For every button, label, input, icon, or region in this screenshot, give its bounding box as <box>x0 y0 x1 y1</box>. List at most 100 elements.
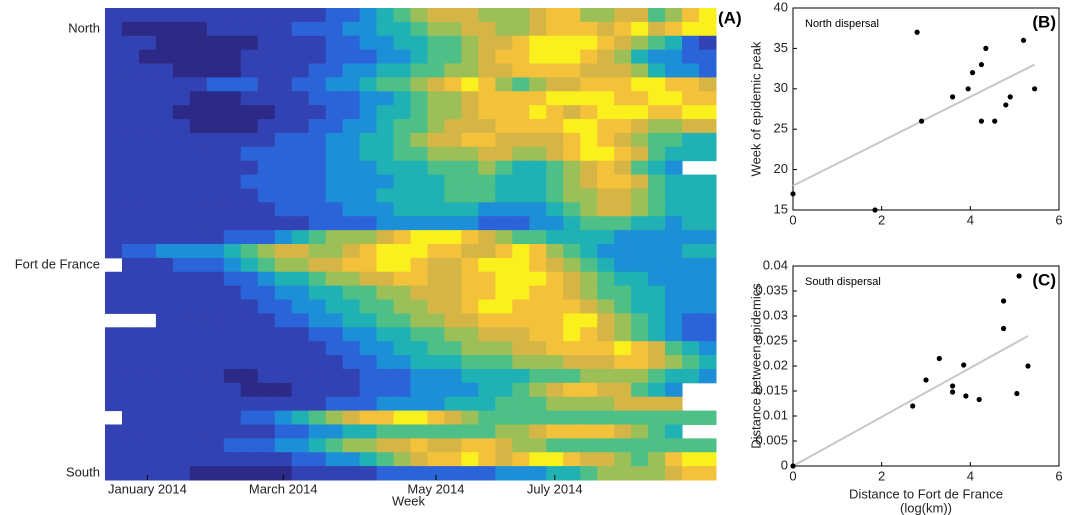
heatmap-cell <box>257 188 276 203</box>
heatmap-cell <box>410 299 428 314</box>
heatmap-cell <box>342 174 361 189</box>
heatmap-cell <box>376 105 395 120</box>
heatmap-cell <box>410 382 428 398</box>
heatmap-cell <box>155 368 174 384</box>
heatmap-cell <box>665 285 683 301</box>
heatmap-cell <box>427 285 445 301</box>
heatmap-cell <box>342 49 361 65</box>
heatmap-cell <box>325 21 344 37</box>
panel-label: (A) <box>718 8 742 27</box>
heatmap-cell <box>155 35 174 51</box>
heatmap-cell <box>478 355 496 370</box>
heatmap-cell <box>257 382 276 398</box>
heatmap-cell <box>427 230 445 245</box>
heatmap-cell <box>223 424 242 439</box>
heatmap-cell <box>682 119 700 134</box>
heatmap-cell <box>631 119 649 134</box>
heatmap-cell <box>223 35 242 51</box>
heatmap-cell <box>189 146 208 162</box>
heatmap-cell <box>308 355 327 370</box>
heatmap-cell <box>274 410 293 425</box>
heatmap-cell <box>546 91 564 106</box>
heatmap-cell <box>291 396 310 412</box>
heatmap-cell <box>682 355 700 370</box>
heatmap-cell <box>597 466 615 481</box>
heatmap-cell <box>240 21 259 37</box>
heatmap-cell <box>563 63 581 78</box>
heatmap-cell <box>223 299 242 314</box>
heatmap-cell <box>308 341 327 356</box>
heatmap-cell <box>138 105 157 120</box>
heatmap-cell <box>376 341 395 356</box>
heatmap-cell <box>597 438 615 453</box>
heatmap-cell <box>495 396 513 412</box>
heatmap-cell <box>172 91 191 106</box>
heatmap-cell <box>682 146 700 162</box>
heatmap-cell <box>444 132 462 148</box>
heatmap-cell <box>699 230 717 245</box>
heatmap-cell <box>512 452 530 467</box>
heatmap-cell <box>342 424 361 439</box>
heatmap-cell <box>121 8 140 23</box>
heatmap-cell <box>274 271 293 287</box>
heatmap-cell <box>274 438 293 453</box>
heatmap-cell <box>359 119 378 134</box>
heatmap-cell <box>206 466 225 481</box>
heatmap-cell <box>529 146 547 162</box>
heatmap-cell <box>393 285 411 301</box>
x-tick-label: 2 <box>878 212 885 227</box>
heatmap-cell <box>172 119 191 134</box>
heatmap-cell <box>308 91 327 106</box>
heatmap-cell <box>342 105 361 120</box>
heatmap-cell <box>342 230 361 245</box>
heatmap-cell <box>308 21 327 37</box>
heatmap-cell <box>699 355 717 370</box>
heatmap-cell <box>359 202 378 217</box>
heatmap-cell <box>614 8 632 23</box>
heatmap-cell <box>478 230 496 245</box>
heatmap-cell <box>597 452 615 467</box>
heatmap-cell <box>172 174 191 189</box>
heatmap-cell <box>172 368 191 384</box>
heatmap-cell <box>240 202 259 217</box>
heatmap-cell <box>393 91 411 106</box>
heatmap-cell <box>325 271 344 287</box>
heatmap-cell <box>495 105 513 120</box>
heatmap-cell <box>291 452 310 467</box>
heatmap-cell <box>699 271 717 287</box>
heatmap-cell <box>257 21 276 37</box>
heatmap-cell <box>105 160 123 176</box>
heatmap-cell <box>631 174 649 189</box>
heatmap-cell <box>206 382 225 398</box>
heatmap-cell <box>580 368 598 384</box>
heatmap-cell <box>580 271 598 287</box>
heatmap-cell <box>495 202 513 217</box>
heatmap-cell <box>257 119 276 134</box>
y-tick-label: 0.015 <box>755 382 788 397</box>
heatmap-cell <box>648 132 666 148</box>
heatmap-cell <box>342 396 361 412</box>
heatmap-cell <box>138 146 157 162</box>
heatmap-cell <box>223 285 242 301</box>
heatmap-cell <box>427 244 445 259</box>
heatmap-cell <box>240 271 259 287</box>
heatmap-cell <box>665 174 683 189</box>
heatmap-cell <box>512 257 530 273</box>
heatmap-cell <box>682 174 700 189</box>
heatmap-cell <box>546 382 564 398</box>
heatmap-cell <box>105 49 123 65</box>
heatmap-cell <box>444 327 462 342</box>
heatmap-cell <box>308 8 327 23</box>
heatmap-cell <box>274 49 293 65</box>
heatmap-cell <box>427 63 445 78</box>
heatmap-cell <box>648 410 666 425</box>
heatmap-cell <box>614 285 632 301</box>
heatmap-cell <box>393 244 411 259</box>
heatmap-cell <box>444 49 462 65</box>
heatmap-cell <box>155 382 174 398</box>
heatmap-cell <box>393 299 411 314</box>
heatmap-cell <box>444 105 462 120</box>
heatmap-cell <box>648 382 666 398</box>
heatmap-cell <box>257 35 276 51</box>
heatmap-cell <box>478 132 496 148</box>
